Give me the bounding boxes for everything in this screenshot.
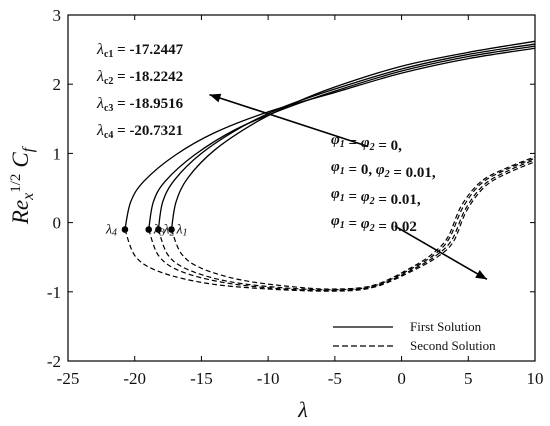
legend-label-1: First Solution xyxy=(410,319,482,334)
x-axis-label: λ xyxy=(297,397,308,422)
x-tick-label: 5 xyxy=(464,369,473,388)
case-label-4: φ1 = φ2 = 0.02 xyxy=(331,213,417,235)
case-label-2: φ1 = 0, φ2 = 0.01, xyxy=(331,159,436,181)
y-tick-label: 2 xyxy=(53,75,62,94)
y-tick-label: 3 xyxy=(53,6,62,25)
solution-curves xyxy=(124,40,536,292)
cases-list: φ1 = φ2 = 0, φ1 = 0, φ2 = 0.01, φ1 = φ2 = … xyxy=(331,132,436,235)
critical-values-list: λc1 = -17.2447 λc2 = -18.2242 λc3 = -18.95… xyxy=(96,41,184,141)
first-solution-curve-3 xyxy=(148,45,536,230)
x-tick-label: 10 xyxy=(527,369,544,388)
second-solution-curve-3 xyxy=(148,159,536,292)
legend-label-2: Second Solution xyxy=(410,338,496,353)
arrow-shaft-1 xyxy=(209,93,369,148)
critical-point-2 xyxy=(155,226,162,233)
critical-value-c3: λc3 = -18.9516 xyxy=(96,95,184,114)
annotation-arrows xyxy=(209,93,488,281)
x-tick-label: -20 xyxy=(123,369,146,388)
y-axis-label: Rex1/2Cf xyxy=(8,145,37,225)
second-solution-curve-1 xyxy=(170,156,536,290)
x-tick-label: -5 xyxy=(328,369,342,388)
plot-frame xyxy=(67,14,536,362)
y-tick-label: -2 xyxy=(47,352,61,371)
legend: First Solution Second Solution xyxy=(333,319,496,353)
critical-point-4 xyxy=(121,226,129,233)
second-solution-curve-2 xyxy=(157,157,536,291)
y-tick-label: -1 xyxy=(47,283,61,302)
x-axis-ticks: -25 -20 -15 -10 -5 0 5 10 xyxy=(57,15,544,388)
y-axis-ticks: -2 -1 0 1 2 3 xyxy=(47,6,535,371)
x-tick-label: 0 xyxy=(397,369,406,388)
critical-value-c1: λc1 = -17.2447 xyxy=(96,41,184,60)
point-label-3: λ3 xyxy=(153,223,165,239)
y-tick-label: 1 xyxy=(53,144,62,163)
arrow-shaft-2 xyxy=(394,225,488,281)
point-label-2: λ2 xyxy=(162,223,174,239)
case-label-1: φ1 = φ2 = 0, xyxy=(331,132,402,154)
x-tick-label: -10 xyxy=(257,369,280,388)
second-solution-curve-4 xyxy=(124,161,536,292)
x-tick-label: -25 xyxy=(57,369,80,388)
first-solution-curve-1 xyxy=(170,40,536,230)
arrow-head-1 xyxy=(209,93,222,103)
case-label-3: φ1 = φ2 = 0.01, xyxy=(331,186,421,208)
point-label-4: λ4 xyxy=(105,223,117,239)
arrow-head-2 xyxy=(475,269,487,280)
x-tick-label: -15 xyxy=(190,369,213,388)
y-tick-label: 0 xyxy=(53,214,62,233)
critical-value-c2: λc2 = -18.2242 xyxy=(96,68,183,87)
point-label-1: λ1 xyxy=(175,223,187,239)
critical-point-1 xyxy=(168,226,175,233)
critical-value-c4: λc4 = -20.7321 xyxy=(96,122,183,141)
critical-point-3 xyxy=(145,226,153,233)
first-solution-curve-4 xyxy=(124,47,536,230)
